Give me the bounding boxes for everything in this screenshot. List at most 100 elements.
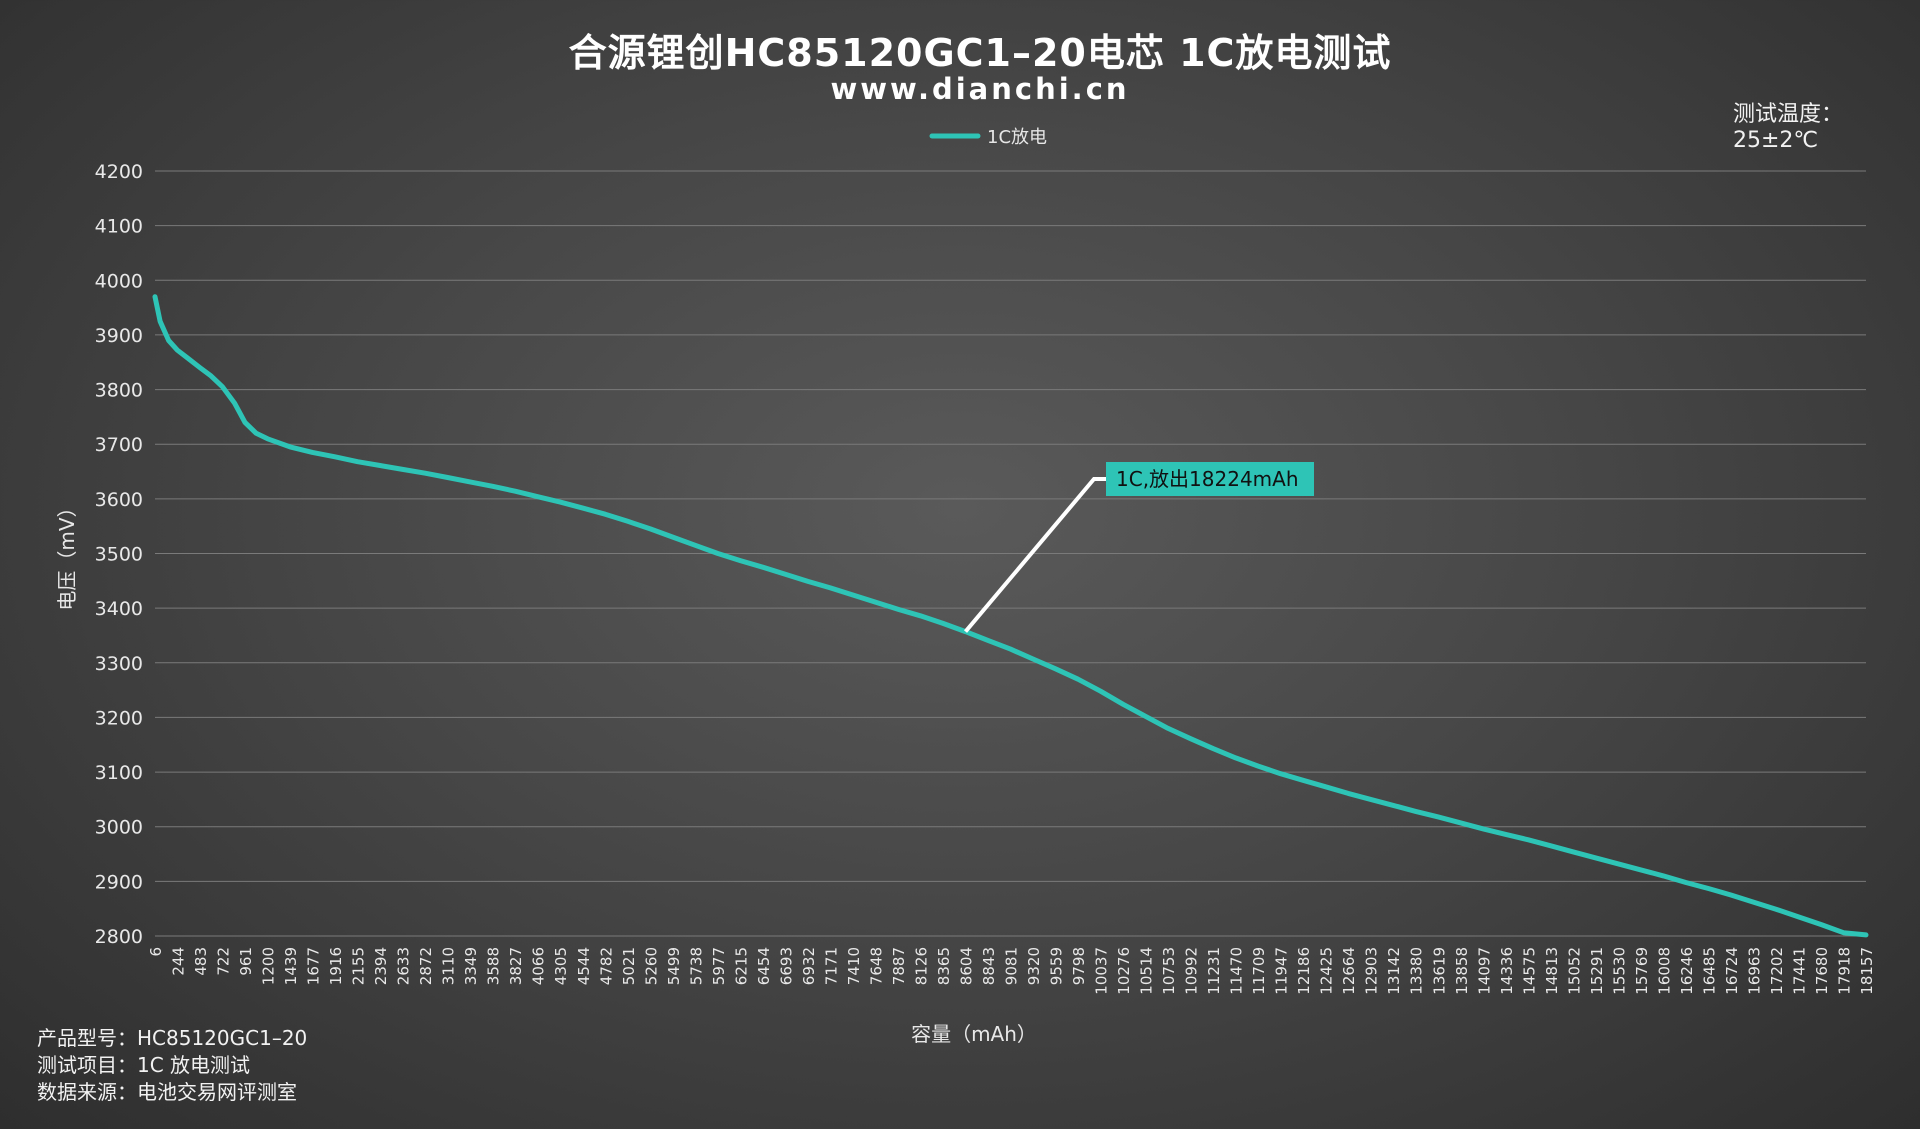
y-tick-label: 4000	[95, 270, 143, 292]
x-tick-label: 18157	[1858, 947, 1876, 995]
x-tick-label: 12186	[1295, 947, 1313, 995]
x-tick-label: 6454	[755, 947, 773, 985]
x-tick-label: 14575	[1520, 947, 1538, 995]
x-tick-label: 9798	[1070, 947, 1088, 985]
x-axis-label: 容量（mAh）	[911, 1022, 1037, 1046]
x-tick-label: 14813	[1543, 947, 1561, 995]
x-tick-label: 2872	[417, 947, 435, 985]
x-tick-label: 1677	[305, 947, 323, 985]
x-tick-label: 13142	[1385, 947, 1403, 995]
x-tick-label: 6	[147, 947, 165, 957]
x-tick-label: 4066	[530, 947, 548, 985]
x-tick-label: 1200	[260, 947, 278, 985]
x-tick-label: 2633	[395, 947, 413, 985]
x-tick-label: 17441	[1790, 947, 1808, 995]
footer-source: 数据来源：电池交易网评测室	[37, 1080, 297, 1104]
y-tick-label: 3900	[95, 325, 143, 347]
x-tick-label: 483	[192, 947, 210, 976]
y-tick-label: 3500	[95, 544, 143, 566]
x-tick-label: 5977	[710, 947, 728, 985]
x-tick-label: 7410	[845, 947, 863, 985]
chart-title: 合源锂创HC85120GC1–20电芯 1C放电测试	[568, 31, 1392, 75]
y-axis-ticks: 4200 4100 4000 3900 3800 3700 3600 3500 3400 3300…	[95, 161, 143, 948]
x-tick-label: 14336	[1498, 947, 1516, 995]
x-tick-label: 13858	[1453, 947, 1471, 995]
x-tick-label: 6693	[777, 947, 795, 985]
callout-text: 1C,放出18224mAh	[1116, 467, 1299, 491]
x-tick-label: 11947	[1273, 947, 1291, 995]
x-tick-label: 10037	[1093, 947, 1111, 995]
y-axis-label: 电压（mV）	[55, 497, 79, 610]
x-tick-label: 16485	[1700, 947, 1718, 995]
x-tick-label: 10514	[1138, 947, 1156, 995]
footer-model: 产品型号：HC85120GC1–20	[37, 1026, 308, 1050]
x-tick-label: 12425	[1318, 947, 1336, 995]
x-tick-label: 722	[215, 947, 233, 976]
x-tick-label: 13380	[1408, 947, 1426, 995]
x-tick-label: 5499	[665, 947, 683, 985]
x-tick-label: 16246	[1678, 947, 1696, 995]
x-tick-label: 16724	[1723, 947, 1741, 995]
x-tick-label: 11470	[1228, 947, 1246, 995]
x-tick-label: 4544	[575, 947, 593, 985]
capacity-callout: 1C,放出18224mAh	[963, 462, 1314, 633]
x-tick-label: 17680	[1813, 947, 1831, 995]
x-tick-label: 2394	[372, 947, 390, 985]
y-tick-label: 3100	[95, 762, 143, 784]
y-tick-label: 3400	[95, 598, 143, 620]
x-tick-label: 244	[170, 947, 188, 976]
x-tick-label: 11231	[1205, 947, 1223, 995]
x-tick-label: 3349	[462, 947, 480, 985]
y-tick-label: 3600	[95, 489, 143, 511]
x-tick-label: 15769	[1633, 947, 1651, 995]
x-tick-label: 3588	[485, 947, 503, 985]
x-tick-label: 2155	[350, 947, 368, 985]
legend: 1C放电	[929, 127, 1047, 148]
x-tick-label: 10992	[1183, 947, 1201, 995]
y-tick-label: 4100	[95, 216, 143, 238]
x-tick-label: 3827	[507, 947, 525, 985]
x-tick-label: 15291	[1588, 947, 1606, 995]
x-axis-ticks: 6 244 483 722 961 1200 1439 1677 1916 2155 2394 263…	[147, 947, 1876, 995]
legend-label-1c: 1C放电	[987, 127, 1047, 148]
series-line-1c	[152, 294, 1869, 938]
x-tick-label: 9559	[1048, 947, 1066, 985]
chart-subtitle: www.dianchi.cn	[830, 72, 1130, 106]
y-tick-label: 3000	[95, 817, 143, 839]
y-tick-label: 4200	[95, 161, 143, 183]
footer-test-item: 测试项目：1C 放电测试	[37, 1053, 251, 1077]
y-tick-label: 2800	[95, 926, 143, 948]
x-tick-label: 7648	[867, 947, 885, 985]
x-tick-label: 1916	[327, 947, 345, 985]
temperature-value: 25±2℃	[1733, 128, 1819, 153]
x-tick-label: 15530	[1610, 947, 1628, 995]
x-tick-label: 10276	[1115, 947, 1133, 995]
x-tick-label: 8126	[912, 947, 930, 985]
x-tick-label: 12664	[1340, 947, 1358, 995]
x-tick-label: 7887	[890, 947, 908, 985]
y-tick-label: 3700	[95, 434, 143, 456]
x-tick-label: 8365	[935, 947, 953, 985]
x-tick-label: 4305	[552, 947, 570, 985]
x-tick-label: 12903	[1363, 947, 1381, 995]
x-tick-label: 17918	[1835, 947, 1853, 995]
x-tick-label: 6932	[800, 947, 818, 985]
x-tick-label: 7171	[822, 947, 840, 985]
x-tick-label: 9320	[1025, 947, 1043, 985]
x-tick-label: 8843	[980, 947, 998, 985]
x-tick-label: 17202	[1768, 947, 1786, 995]
x-tick-label: 4782	[597, 947, 615, 985]
y-tick-label: 2900	[95, 871, 143, 893]
x-tick-label: 11709	[1250, 947, 1268, 995]
grid-lines	[155, 170, 1866, 937]
temperature-label: 测试温度：	[1733, 102, 1844, 127]
series-layer	[152, 294, 1869, 938]
x-tick-label: 1439	[282, 947, 300, 985]
x-tick-label: 16008	[1655, 947, 1673, 995]
x-tick-label: 3110	[440, 947, 458, 985]
x-tick-label: 6215	[732, 947, 750, 985]
y-tick-label: 3800	[95, 380, 143, 402]
x-tick-label: 5021	[620, 947, 638, 985]
x-tick-label: 961	[237, 947, 255, 976]
